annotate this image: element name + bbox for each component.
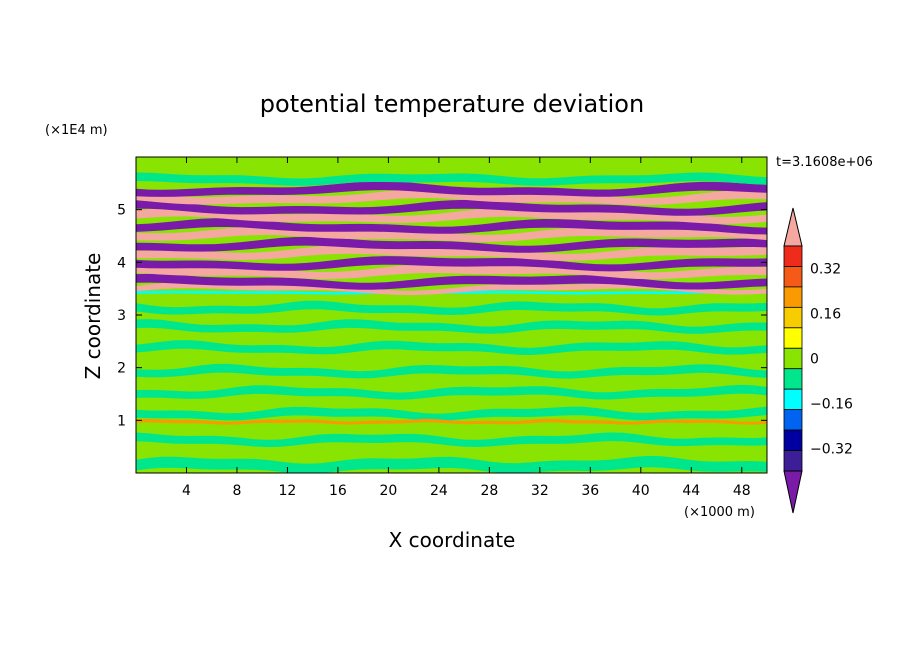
x-tick-label: 28 xyxy=(480,483,498,499)
colorbar-extend-top xyxy=(783,207,803,247)
x-tick-label: 8 xyxy=(232,483,241,499)
colorbar-extend-bottom xyxy=(783,470,803,514)
x-tick-label: 36 xyxy=(581,483,599,499)
x-tick-label: 20 xyxy=(379,483,397,499)
weak-band xyxy=(136,384,767,400)
colorbar-swatch xyxy=(783,429,803,451)
weak-band xyxy=(136,300,767,316)
y-tick-label: 2 xyxy=(117,361,126,377)
strong-band xyxy=(136,273,767,290)
colorbar-label: 0.16 xyxy=(810,307,841,323)
colorbar-label: −0.16 xyxy=(810,397,853,413)
colorbar: 0.32 0.16 0 −0.16 −0.32 xyxy=(783,207,853,514)
x-tick-label: 48 xyxy=(733,483,751,499)
x-tick-label: 32 xyxy=(531,483,549,499)
weak-band xyxy=(136,363,767,379)
strong-band xyxy=(136,264,767,280)
x-axis: 4 8 12 16 20 24 28 32 36 40 44 48 xyxy=(182,157,751,499)
colorbar-swatch xyxy=(783,306,803,329)
weak-band xyxy=(136,340,767,355)
x-tick-label: 12 xyxy=(279,483,297,499)
colorbar-swatch xyxy=(783,245,803,267)
strong-band xyxy=(136,181,767,197)
y-axis: 1 2 3 4 5 xyxy=(117,203,767,429)
weak-band xyxy=(136,418,767,425)
colorbar-swatch xyxy=(783,450,803,472)
y-tick-label: 5 xyxy=(117,203,126,219)
y-axis-title: Z coordinate xyxy=(81,253,105,380)
strong-band xyxy=(136,207,767,224)
x-tick-label: 16 xyxy=(329,483,347,499)
weak-band xyxy=(136,432,767,448)
weak-band xyxy=(136,455,767,473)
x-tick-label: 40 xyxy=(632,483,650,499)
colorbar-label: −0.32 xyxy=(810,442,853,458)
y-tick-label: 4 xyxy=(117,255,126,271)
weak-band xyxy=(136,319,767,334)
weak-band xyxy=(136,160,767,172)
x-unit-label: (×1000 m) xyxy=(684,505,755,520)
contour-field xyxy=(136,157,767,473)
strong-band xyxy=(136,189,767,205)
colorbar-swatch xyxy=(783,388,803,411)
colorbar-swatch xyxy=(783,327,803,349)
weak-band xyxy=(136,406,767,421)
colorbar-swatch xyxy=(783,286,803,308)
y-tick-label: 1 xyxy=(117,413,126,429)
strong-band xyxy=(136,256,767,272)
colorbar-swatch xyxy=(783,266,803,288)
colorbar-label: 0.32 xyxy=(810,262,841,278)
weak-band xyxy=(136,172,767,186)
colorbar-swatch xyxy=(783,409,803,431)
colorbar-swatch xyxy=(783,347,803,370)
time-label: t=3.1608e+06 xyxy=(776,155,873,170)
x-axis-title: X coordinate xyxy=(389,528,516,552)
strong-band xyxy=(136,199,767,216)
x-tick-label: 44 xyxy=(682,483,700,499)
strong-band xyxy=(136,218,767,235)
y-tick-label: 3 xyxy=(117,308,126,324)
x-tick-label: 24 xyxy=(430,483,448,499)
chart-title: potential temperature deviation xyxy=(260,90,644,118)
strong-band xyxy=(136,236,767,253)
x-tick-label: 4 xyxy=(182,483,191,499)
colorbar-label: 0 xyxy=(810,352,819,368)
strong-band xyxy=(136,245,767,261)
colorbar-swatch xyxy=(783,368,803,390)
y-unit-label: (×1E4 m) xyxy=(45,123,108,138)
